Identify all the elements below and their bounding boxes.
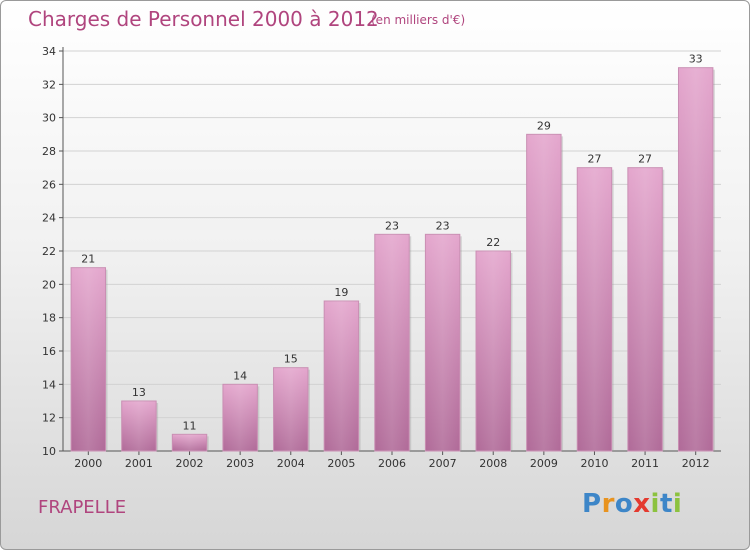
x-tick-label: 2010 [580, 457, 608, 470]
data-label: 19 [334, 286, 348, 299]
bar-highlight [476, 251, 511, 451]
y-tick-label: 22 [42, 245, 56, 258]
axis-layer: 10 12 14 16 18 20 22 24 26 28 30 32 34 2000 2001 2002 20… [42, 45, 721, 470]
x-tick-label: 2012 [682, 457, 710, 470]
data-label: 33 [689, 53, 703, 66]
x-tick-label: 2008 [479, 457, 507, 470]
bar-highlight [71, 267, 106, 451]
data-label: 23 [385, 219, 399, 232]
data-label: 13 [132, 386, 146, 399]
chart-title: Charges de Personnel 2000 à 2012 [28, 7, 379, 31]
data-label: 27 [587, 153, 601, 166]
y-tick-label: 34 [42, 45, 56, 58]
x-tick-label: 2004 [277, 457, 305, 470]
x-tick-label: 2007 [429, 457, 457, 470]
x-tick-label: 2003 [226, 457, 254, 470]
logo-letter: x [633, 489, 651, 519]
bar-highlight [273, 367, 308, 451]
x-tick-label: 2006 [378, 457, 406, 470]
chart-subtitle: (en milliers d'€) [371, 13, 466, 27]
y-tick-label: 14 [42, 378, 56, 391]
x-tick-label: 2000 [74, 457, 102, 470]
logo-letter: o [614, 489, 634, 519]
x-tick-label: 2005 [327, 457, 355, 470]
data-label: 14 [233, 369, 247, 382]
logo-letter: P [582, 489, 602, 519]
bar-highlight [577, 167, 612, 451]
y-tick-label: 24 [42, 212, 56, 225]
data-label: 15 [284, 353, 298, 366]
data-label: 21 [81, 253, 95, 266]
bar-highlight [526, 134, 562, 452]
y-tick-label: 18 [42, 312, 56, 325]
y-tick-label: 32 [42, 78, 56, 91]
proxiti-logo[interactable]: Proxiti [582, 489, 682, 519]
bar-highlight [374, 234, 410, 451]
logo-letter: i [672, 489, 683, 519]
data-label: 29 [537, 119, 551, 132]
bar-highlight [678, 67, 713, 452]
x-tick-label: 2009 [530, 457, 558, 470]
data-label: 22 [486, 236, 500, 249]
bar-highlight [324, 301, 359, 451]
logo-letter: t [659, 489, 673, 519]
bar-highlight [627, 167, 663, 451]
bar-chart: 10 12 14 16 18 20 22 24 26 28 30 32 34 2000 2001 2002 20… [42, 45, 721, 470]
x-tick-label: 2011 [631, 457, 659, 470]
bar-highlight [425, 234, 460, 451]
y-tick-label: 30 [42, 112, 56, 125]
y-tick-label: 12 [42, 412, 56, 425]
y-tick-label: 10 [42, 445, 56, 458]
x-tick-label: 2002 [176, 457, 204, 470]
data-label: 23 [436, 219, 450, 232]
x-tick-label: 2001 [125, 457, 153, 470]
bar-highlight [222, 384, 258, 451]
label-layer: 21 13 11 14 15 19 23 23 22 29 27 27 33 [81, 53, 702, 433]
logo-letter: r [601, 489, 615, 519]
y-tick-label: 16 [42, 345, 56, 358]
y-tick-label: 28 [42, 145, 56, 158]
data-label: 11 [183, 419, 197, 432]
y-tick-label: 26 [42, 178, 56, 191]
y-tick-label: 20 [42, 278, 56, 291]
data-label: 27 [638, 153, 652, 166]
logo-letter: i [650, 489, 660, 519]
bar-highlight [121, 401, 157, 451]
commune-name: FRAPELLE [38, 497, 127, 518]
bar-layer [70, 67, 715, 452]
bar-highlight [172, 434, 207, 451]
